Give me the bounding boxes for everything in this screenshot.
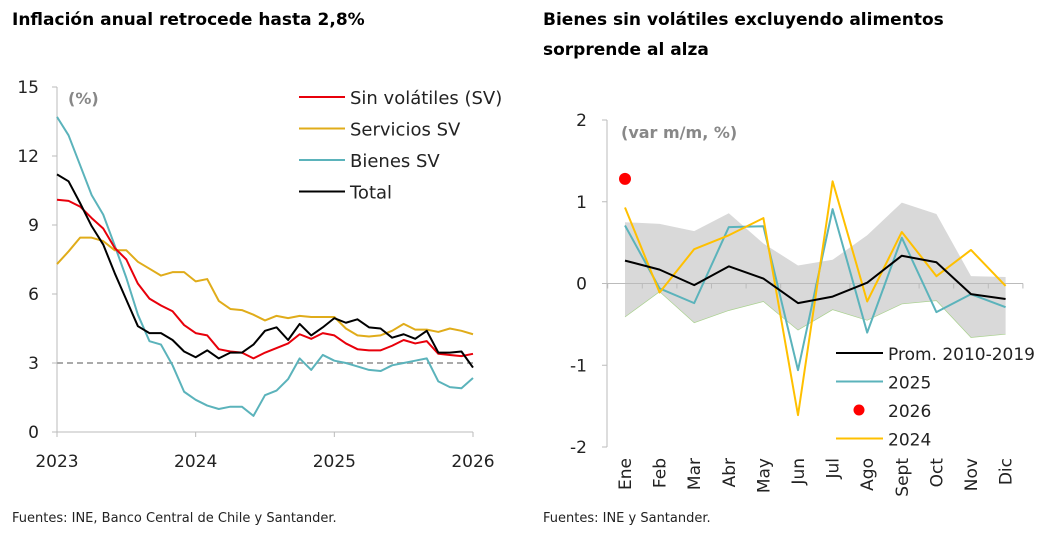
left-chart-title: Inflación anual retrocede hasta 2,8%	[12, 10, 365, 30]
month-label: Oct	[927, 458, 947, 488]
series-line-bienes-sv	[56, 116, 474, 417]
series-point-2026	[619, 172, 631, 185]
left-x-tick-label: 2023	[35, 452, 78, 472]
month-label: Dic	[997, 458, 1017, 485]
month-label: May	[754, 458, 774, 493]
left-x-tick-label: 2024	[174, 452, 217, 472]
legend-label: Prom. 2010-2019	[888, 345, 1035, 365]
legend-label: Bienes SV	[350, 151, 440, 172]
left-y-tick-label: 6	[28, 285, 39, 305]
month-label: Jun	[789, 458, 809, 486]
right-chart-title: Bienes sin volátiles excluyendo alimento…	[543, 5, 1038, 65]
left-unit-label: (%)	[68, 89, 99, 108]
right-y-tick-label: 0	[576, 275, 587, 295]
series-line-2025	[624, 208, 1006, 372]
right-y-tick-label: -2	[570, 438, 587, 458]
month-label: Ago	[858, 458, 878, 491]
month-label: Jul	[824, 458, 844, 480]
legend-label: Sin volátiles (SV)	[350, 88, 502, 109]
series-line-total	[56, 173, 474, 369]
right-title-line-2: sorprende al alza	[543, 40, 709, 60]
right-unit-label: (var m/m, %)	[621, 123, 737, 142]
month-label: Abr	[720, 458, 740, 487]
month-label: Mar	[685, 458, 705, 490]
month-label: Ene	[616, 458, 636, 490]
right-y-tick-label: 1	[576, 193, 587, 213]
right-y-tick-label: 2	[576, 111, 587, 131]
left-y-tick-label: 3	[28, 354, 39, 374]
left-y-tick-label: 0	[28, 423, 39, 443]
left-x-tick-label: 2026	[451, 452, 494, 472]
left-y-tick-label: 12	[17, 147, 39, 167]
left-source-note: Fuentes: INE, Banco Central de Chile y S…	[12, 511, 337, 526]
right-title-line-1: Bienes sin volátiles excluyendo alimento…	[543, 10, 944, 30]
historical-range-band	[625, 202, 1006, 338]
month-label: Nov	[962, 458, 982, 491]
legend-marker	[853, 404, 865, 416]
band-lower-edge	[624, 291, 1006, 338]
month-label: Feb	[651, 458, 671, 488]
right-y-tick-label: -1	[570, 356, 587, 376]
left-y-tick-label: 9	[28, 216, 39, 236]
series-line-servicios-sv	[56, 236, 474, 338]
right-source-note: Fuentes: INE y Santander.	[543, 511, 711, 526]
left-x-tick-label: 2025	[313, 452, 356, 472]
legend-label: 2024	[888, 431, 931, 451]
series-line-prom-2010-2019	[624, 254, 1006, 305]
month-label: Sept	[893, 458, 913, 497]
legend-label: Servicios SV	[350, 120, 461, 141]
series-line-2024	[624, 180, 1007, 417]
legend-label: 2026	[888, 402, 931, 422]
legend-label: 2025	[888, 374, 931, 394]
legend-label: Total	[349, 183, 392, 204]
series-line-sin-vol-tiles-sv-	[56, 198, 474, 360]
left-y-tick-label: 15	[17, 78, 39, 98]
